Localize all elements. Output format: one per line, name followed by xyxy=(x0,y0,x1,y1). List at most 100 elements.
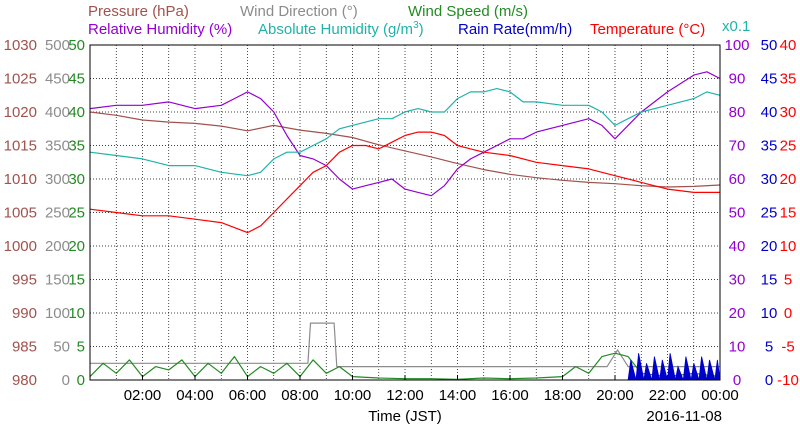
pressure-tick: 985 xyxy=(12,339,37,356)
series-absolute-humidity-g-m3 xyxy=(89,88,721,177)
rain-tick: 40 xyxy=(761,104,778,121)
humidity-tick: 90 xyxy=(729,71,746,88)
rain-tick: 35 xyxy=(761,138,778,155)
wind_direction-tick: 0 xyxy=(62,372,70,389)
pressure-tick: 1010 xyxy=(4,171,37,188)
x-tick-label: 22:00 xyxy=(649,387,687,404)
pressure-tick: 980 xyxy=(12,372,37,389)
x-tick-label: 10:00 xyxy=(334,387,372,404)
temperature-tick: 0 xyxy=(784,305,792,322)
temperature-tick: 10 xyxy=(780,238,797,255)
pressure-tick: 1005 xyxy=(4,205,37,222)
humidity-tick: 70 xyxy=(729,138,746,155)
rain-tick: 5 xyxy=(765,339,773,356)
humidity-tick: 80 xyxy=(729,104,746,121)
humidity-tick: 30 xyxy=(729,272,746,289)
x-tick-label: 16:00 xyxy=(491,387,529,404)
scale-note: x0.1 xyxy=(722,18,750,35)
rain-tick: 25 xyxy=(761,205,778,222)
x-tick-label: 04:00 xyxy=(176,387,214,404)
wind_direction-tick: 450 xyxy=(45,71,70,88)
x-tick-label: 08:00 xyxy=(281,387,319,404)
rain-tick: 20 xyxy=(761,238,778,255)
temperature-tick: 35 xyxy=(780,71,797,88)
temperature-tick: 30 xyxy=(780,104,797,121)
wind_speed-tick: 0 xyxy=(77,372,85,389)
x-tick-label: 02:00 xyxy=(124,387,162,404)
x-tick-label: 06:00 xyxy=(229,387,267,404)
legend-row1-item-0: Pressure (hPa) xyxy=(88,3,189,20)
rain-tick: 30 xyxy=(761,171,778,188)
legend-row2-item-0: Relative Humidity (%) xyxy=(88,21,232,38)
wind_speed-tick: 10 xyxy=(68,305,85,322)
pressure-tick: 1020 xyxy=(4,104,37,121)
x-tick-label: 20:00 xyxy=(596,387,634,404)
wind_direction-tick: 150 xyxy=(45,272,70,289)
temperature-tick: -5 xyxy=(781,339,794,356)
wind_direction-tick: 300 xyxy=(45,171,70,188)
legend-row1-item-2: Wind Speed (m/s) xyxy=(408,3,528,20)
legend-row1-item-1: Wind Direction (°) xyxy=(240,3,358,20)
legend-row2-item-2: Rain Rate(mm/h) xyxy=(458,21,572,38)
series-rain-rate-mm-h xyxy=(627,353,721,381)
wind_direction-tick: 50 xyxy=(53,339,70,356)
series-relative-humidity xyxy=(89,71,721,197)
rain-tick: 10 xyxy=(761,305,778,322)
series-pressure-hpa xyxy=(89,111,721,188)
wind_speed-tick: 25 xyxy=(68,205,85,222)
series-layer xyxy=(89,71,721,381)
legend-row2-item-1: Absolute Humidity (g/m3) xyxy=(258,20,424,38)
rain-tick: 15 xyxy=(761,272,778,289)
humidity-tick: 40 xyxy=(729,238,746,255)
wind_direction-tick: 350 xyxy=(45,138,70,155)
pressure-tick: 1000 xyxy=(4,238,37,255)
humidity-tick: 20 xyxy=(729,305,746,322)
wind_speed-tick: 45 xyxy=(68,71,85,88)
wind_direction-tick: 400 xyxy=(45,104,70,121)
pressure-tick: 995 xyxy=(12,272,37,289)
wind_direction-tick: 250 xyxy=(45,205,70,222)
x-tick-label: 14:00 xyxy=(439,387,477,404)
temperature-tick: 25 xyxy=(780,138,797,155)
wind_speed-tick: 35 xyxy=(68,138,85,155)
rain-tick: 50 xyxy=(761,37,778,54)
pressure-tick: 1025 xyxy=(4,71,37,88)
series-wind-speed-m-s xyxy=(89,352,721,380)
humidity-tick: 60 xyxy=(729,171,746,188)
series-wind-direction xyxy=(90,322,720,368)
temperature-tick: 5 xyxy=(784,272,792,289)
x-tick-label: 00:00 xyxy=(701,387,739,404)
humidity-tick: 0 xyxy=(733,372,741,389)
rain-tick: 0 xyxy=(765,372,773,389)
humidity-tick: 10 xyxy=(729,339,746,356)
legend: Pressure (hPa) Wind Direction (°) Wind Spe… xyxy=(88,3,705,38)
axes: 9809859909951000100510101015102010251030… xyxy=(4,37,799,404)
x-axis-label: Time (JST) xyxy=(368,408,442,425)
wind_speed-tick: 20 xyxy=(68,238,85,255)
wind_speed-tick: 30 xyxy=(68,171,85,188)
x-tick-label: 12:00 xyxy=(386,387,424,404)
wind_speed-tick: 40 xyxy=(68,104,85,121)
pressure-tick: 990 xyxy=(12,305,37,322)
date-label: 2016-11-08 xyxy=(646,408,722,425)
wind_speed-tick: 15 xyxy=(68,272,85,289)
series-temperature-c xyxy=(89,131,720,234)
pressure-tick: 1030 xyxy=(4,37,37,54)
wind_direction-tick: 100 xyxy=(45,305,70,322)
temperature-tick: 15 xyxy=(780,205,797,222)
humidity-tick: 100 xyxy=(724,37,749,54)
wind_direction-tick: 200 xyxy=(45,238,70,255)
wind_speed-tick: 50 xyxy=(68,37,85,54)
pressure-tick: 1015 xyxy=(4,138,37,155)
legend-row2-item-3: Temperature (°C) xyxy=(590,21,705,38)
temperature-tick: 20 xyxy=(780,171,797,188)
temperature-tick: 40 xyxy=(780,37,797,54)
temperature-tick: -10 xyxy=(777,372,799,389)
wind_direction-tick: 500 xyxy=(45,37,70,54)
grid xyxy=(90,45,720,380)
rain-tick: 45 xyxy=(761,71,778,88)
wind_speed-tick: 5 xyxy=(77,339,85,356)
x-tick-label: 18:00 xyxy=(544,387,582,404)
humidity-tick: 50 xyxy=(729,205,746,222)
